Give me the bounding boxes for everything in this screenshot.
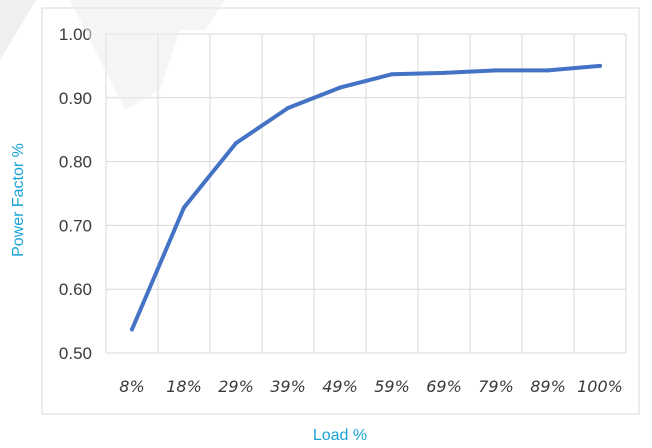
data-point [286, 106, 290, 111]
data-point [182, 205, 186, 210]
x-tick-label: 39% [270, 377, 306, 396]
series-line [130, 63, 602, 332]
data-point [442, 70, 446, 75]
y-axis-title: Power Factor % [10, 143, 27, 257]
x-tick-label: 89% [530, 377, 566, 396]
data-point [130, 327, 134, 332]
series-group [130, 63, 602, 332]
data-point [338, 85, 342, 90]
data-point [234, 141, 238, 146]
data-point [546, 68, 550, 73]
data-point [390, 72, 394, 77]
x-tick-label: 29% [218, 377, 254, 396]
y-tick-label: 0.50 [59, 344, 92, 363]
y-tick-label: 1.00 [59, 25, 92, 44]
x-tick-labels: 8% 18% 29% 39% 49% 59% 69% 79% 89% 100% [119, 377, 623, 396]
data-point [494, 68, 498, 73]
data-point [598, 63, 602, 68]
x-tick-label: 69% [426, 377, 462, 396]
y-tick-label: 0.60 [59, 280, 92, 299]
x-tick-label: 18% [166, 377, 202, 396]
x-tick-label: 8% [119, 377, 144, 396]
y-tick-label: 0.90 [59, 89, 92, 108]
x-tick-label: 79% [478, 377, 514, 396]
x-tick-label: 59% [374, 377, 410, 396]
y-tick-label: 0.70 [59, 216, 92, 235]
x-axis-title: Load % [313, 427, 367, 444]
x-tick-label: 49% [322, 377, 358, 396]
x-tick-label: 100% [577, 377, 623, 396]
y-tick-label: 0.80 [59, 153, 92, 172]
